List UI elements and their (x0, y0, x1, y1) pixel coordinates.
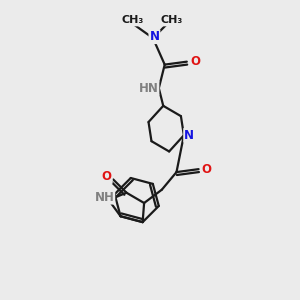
Text: N: N (149, 30, 159, 43)
Text: O: O (102, 170, 112, 183)
Text: O: O (202, 163, 212, 176)
Text: NH: NH (94, 190, 114, 204)
Text: CH₃: CH₃ (121, 15, 143, 26)
Text: CH₃: CH₃ (161, 15, 183, 26)
Text: N: N (184, 129, 194, 142)
Text: HN: HN (139, 82, 158, 95)
Text: O: O (190, 55, 200, 68)
